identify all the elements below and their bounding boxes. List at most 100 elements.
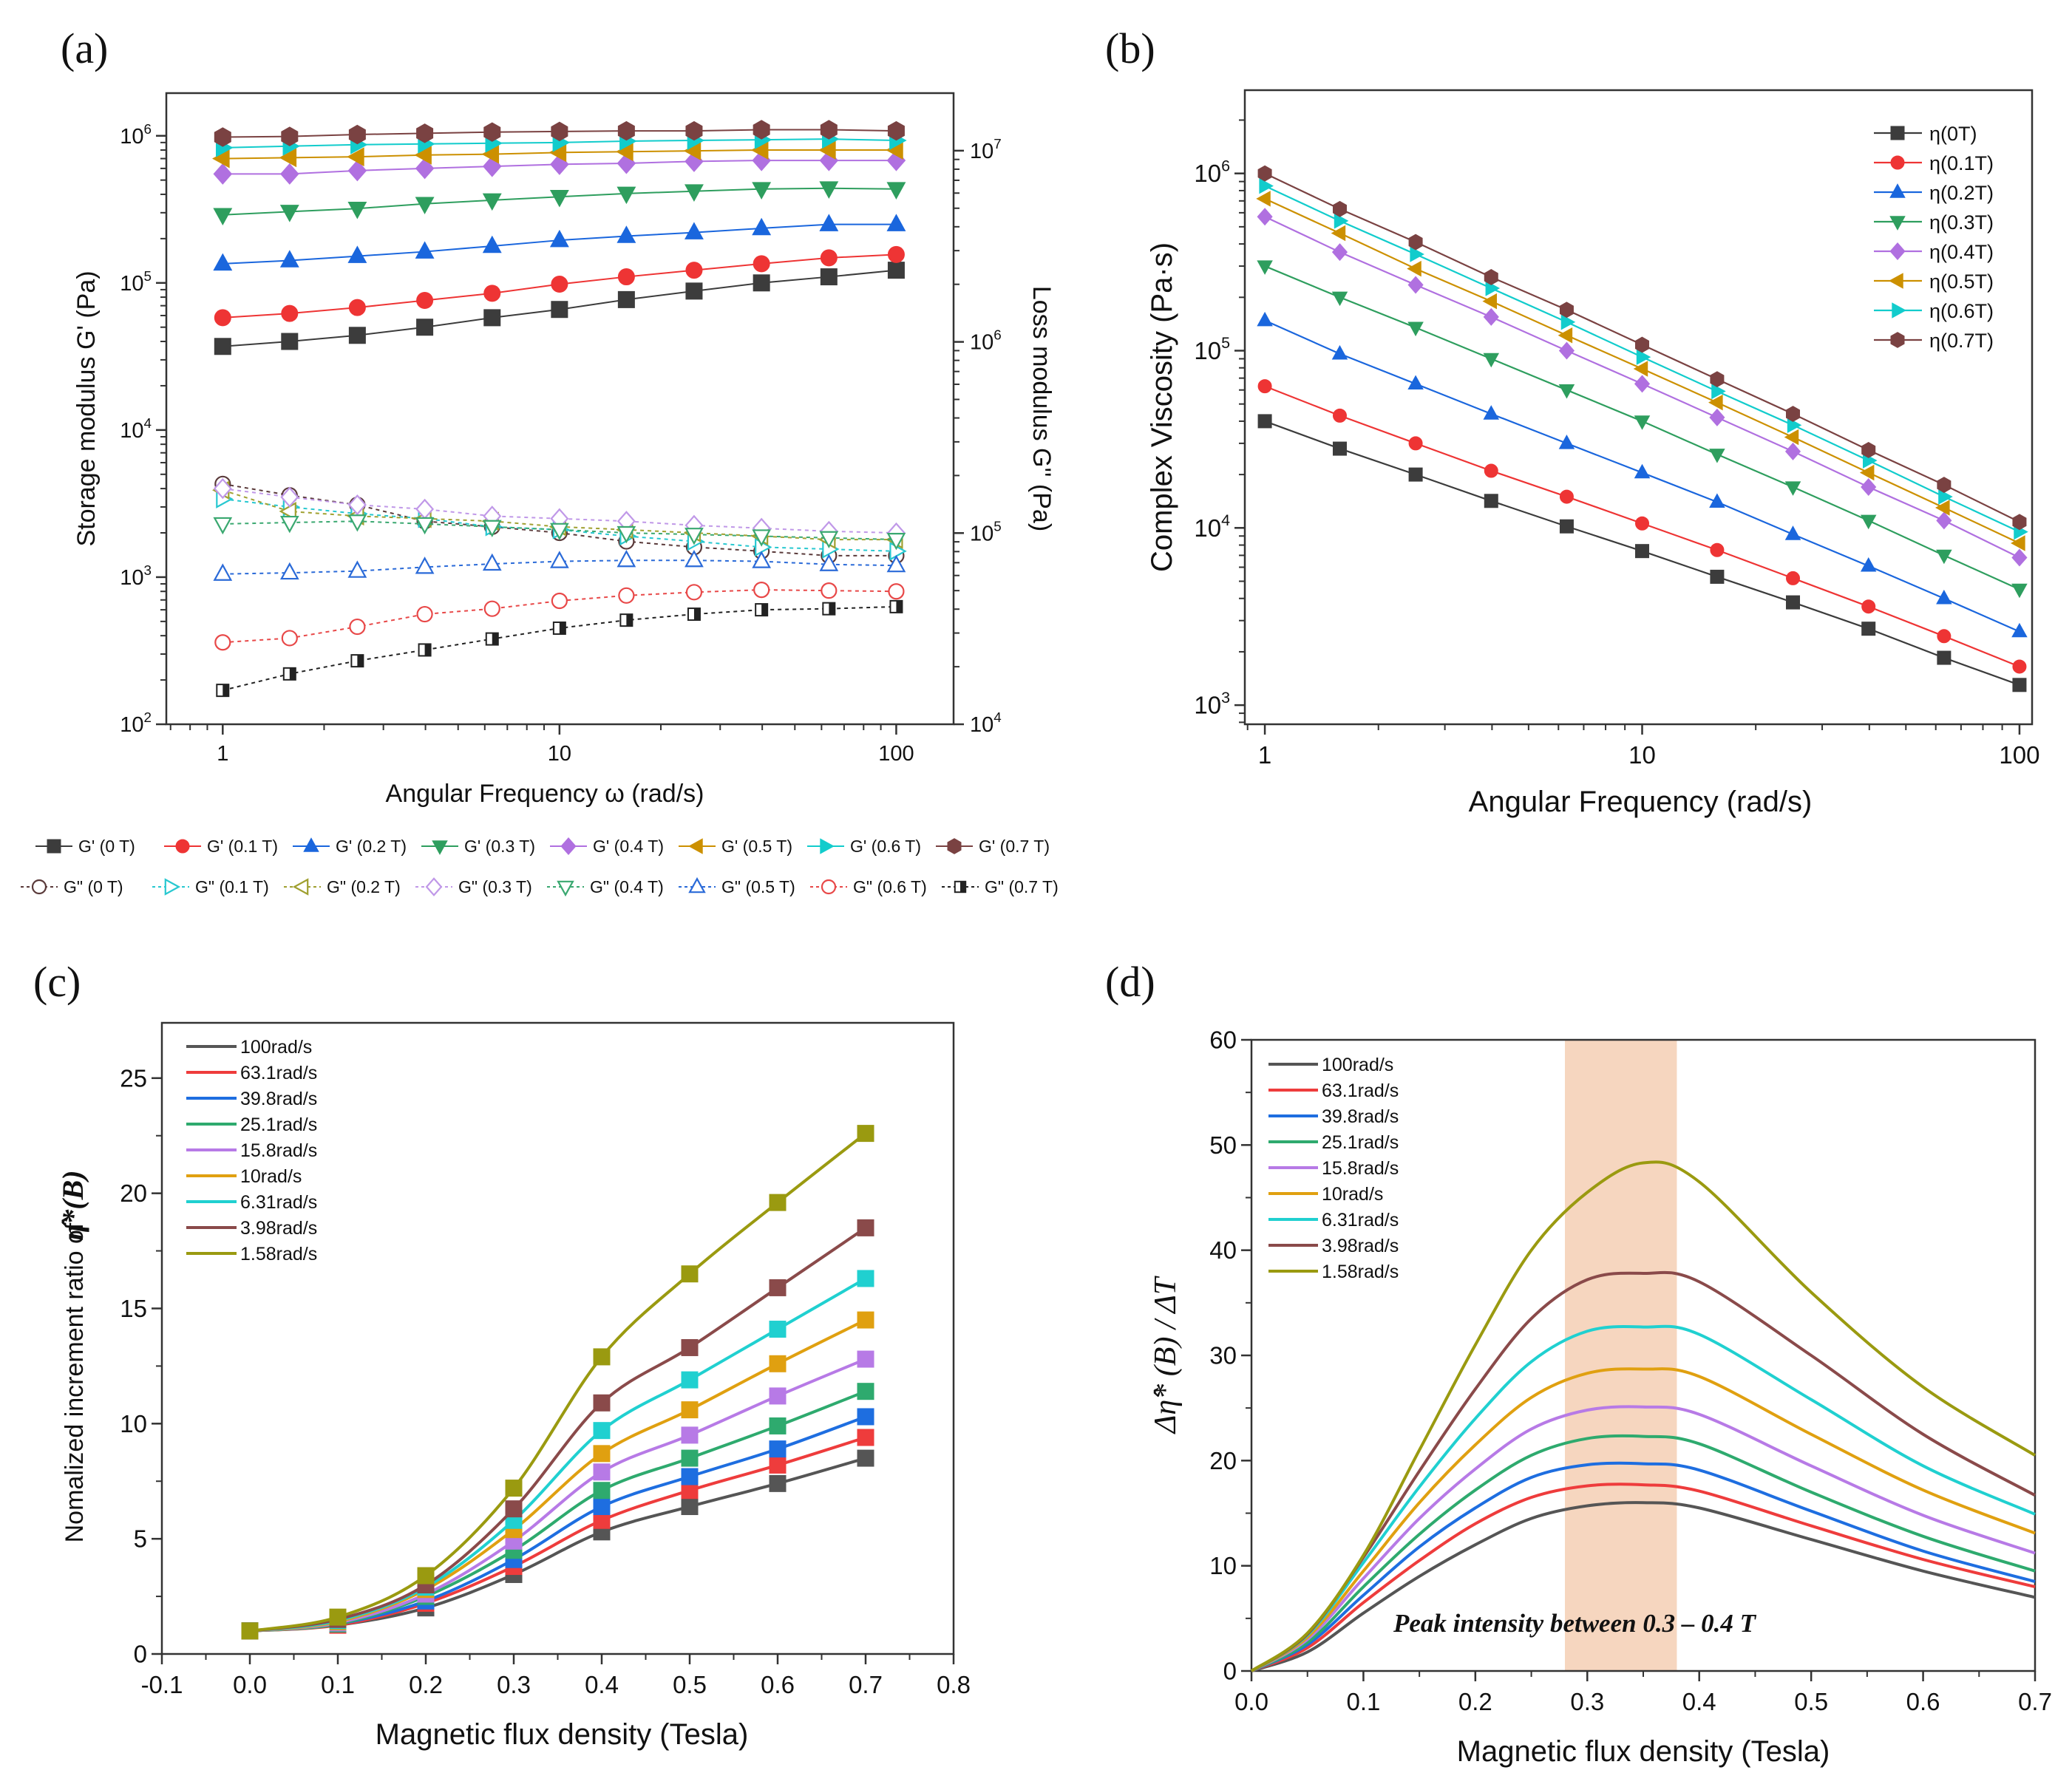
triangle-up-marker — [279, 250, 299, 268]
fit-curve — [249, 1226, 867, 1633]
triangle-down-marker — [1331, 291, 1348, 307]
triangle-left-marker — [1935, 500, 1950, 516]
y-axis-title-c: Nomalized increment ratio of η̂*(B) — [56, 1170, 89, 1542]
triangle-up-marker — [616, 549, 636, 568]
triangle-down-marker — [1889, 216, 1906, 231]
circle-marker — [483, 600, 500, 617]
legend-label: η(0T) — [1929, 123, 1977, 145]
square-marker — [769, 1440, 787, 1458]
x-tick-label: 0.2 — [409, 1671, 443, 1698]
series-3 — [1257, 260, 2028, 599]
x-tick-label: 0.7 — [2018, 1688, 2052, 1715]
triangle-down-marker — [685, 528, 704, 545]
square-marker — [685, 282, 703, 300]
series-1 — [214, 245, 905, 327]
diamond-marker — [213, 163, 233, 185]
legend-item: η(0.6T) — [1874, 300, 1994, 322]
y2-tick-label: 105 — [970, 518, 1002, 545]
half-square-fill — [896, 600, 903, 613]
y-axis-title-c-symbol: η̂*(B) — [56, 1170, 89, 1240]
diamond-marker — [560, 837, 577, 856]
hexagon-marker — [947, 838, 962, 854]
y-tick-label: 5 — [134, 1525, 147, 1553]
series-2 — [1257, 311, 2028, 638]
series-4 — [241, 1350, 874, 1640]
legend-item: 3.98rad/s — [1268, 1236, 1399, 1256]
diamond-marker — [1936, 511, 1952, 530]
triangle-up-marker — [1257, 311, 1273, 327]
triangle-down-marker — [886, 182, 906, 200]
triangle-down-marker — [279, 515, 299, 534]
y-tick-label: 10 — [120, 1410, 147, 1437]
circle-marker — [887, 245, 905, 263]
series-line — [223, 605, 897, 692]
triangle-up-marker — [415, 241, 435, 259]
square-marker — [769, 1279, 787, 1296]
fit-curve — [249, 1132, 867, 1633]
square-marker — [417, 1567, 435, 1585]
hexagon-marker — [887, 120, 905, 141]
circle-marker — [281, 304, 299, 322]
triangle-up-marker — [1331, 344, 1348, 360]
triangle-left-marker — [279, 148, 297, 168]
legend-item: G" (0.5 T) — [679, 877, 795, 896]
series-8 — [241, 1125, 874, 1640]
circle-marker — [2012, 659, 2027, 674]
diamond-marker — [280, 486, 299, 508]
legend-label: G" (0.7 T) — [985, 877, 1059, 896]
y2-axis-title-a: Loss modulus G'' (Pa) — [1027, 286, 1056, 531]
y-tick-label: 25 — [120, 1064, 147, 1092]
triangle-down-marker — [1936, 549, 1952, 565]
half-square-marker — [485, 632, 499, 646]
x-tick-label: 0.5 — [673, 1671, 707, 1698]
y-tick-label: 102 — [120, 709, 152, 737]
triangle-left-marker — [1407, 260, 1421, 277]
triangle-right-marker — [1560, 314, 1576, 330]
triangle-up-marker — [213, 253, 233, 271]
x-tick-label: 0.4 — [585, 1671, 619, 1698]
plot-frame — [1243, 89, 2034, 726]
circle-marker — [348, 299, 366, 316]
series-curve-3 — [1251, 1434, 2036, 1672]
legend-item: G" (0.1 T) — [152, 877, 269, 896]
series-line — [223, 520, 897, 541]
square-marker — [857, 1311, 874, 1329]
series-4 — [1257, 208, 2028, 567]
triangle-left-marker — [1482, 293, 1497, 310]
circle-marker — [551, 276, 568, 293]
y-tick-label: 106 — [1194, 157, 1230, 187]
y-tick-label: 10 — [1209, 1552, 1237, 1579]
legend-label: 3.98rad/s — [240, 1218, 317, 1239]
x-tick-label: 0.3 — [497, 1671, 531, 1698]
square-marker — [241, 1622, 259, 1640]
triangle-up-marker — [886, 214, 906, 231]
series-curve-0 — [1251, 1501, 2036, 1672]
legend-label: G' (0.7 T) — [979, 837, 1050, 856]
hexagon-marker — [753, 120, 770, 140]
legend-label: 39.8rad/s — [240, 1089, 317, 1109]
circle-marker — [31, 879, 47, 895]
y-tick-label: 0 — [1223, 1658, 1237, 1685]
triangle-up-marker — [2011, 622, 2028, 638]
x-axis-title-b: Angular Frequency (rad/s) — [1469, 786, 1813, 818]
square-marker — [1890, 126, 1905, 140]
x-tick-label: 0.1 — [1346, 1688, 1380, 1715]
square-marker — [593, 1348, 611, 1366]
x-axis-title-c: Magnetic flux density (Tesla) — [376, 1718, 749, 1751]
legend-label: 6.31rad/s — [240, 1192, 317, 1213]
circle-marker — [1257, 379, 1272, 394]
triangle-up-marker — [1709, 493, 1725, 508]
x-tick-label: 100 — [1999, 741, 2039, 769]
panel-label-c: (c) — [33, 958, 81, 1006]
triangle-up-marker — [685, 549, 704, 568]
diamond-marker — [1407, 276, 1424, 294]
square-marker — [681, 1426, 699, 1444]
square-marker — [887, 262, 905, 279]
diamond-marker — [2011, 548, 2028, 567]
diamond-marker — [1709, 408, 1725, 426]
series-0 — [1257, 414, 2027, 692]
square-marker — [1635, 544, 1650, 559]
hexagon-marker — [1710, 371, 1725, 388]
diamond-marker — [1483, 307, 1499, 326]
legend-item: G' (0.7 T) — [936, 837, 1050, 856]
